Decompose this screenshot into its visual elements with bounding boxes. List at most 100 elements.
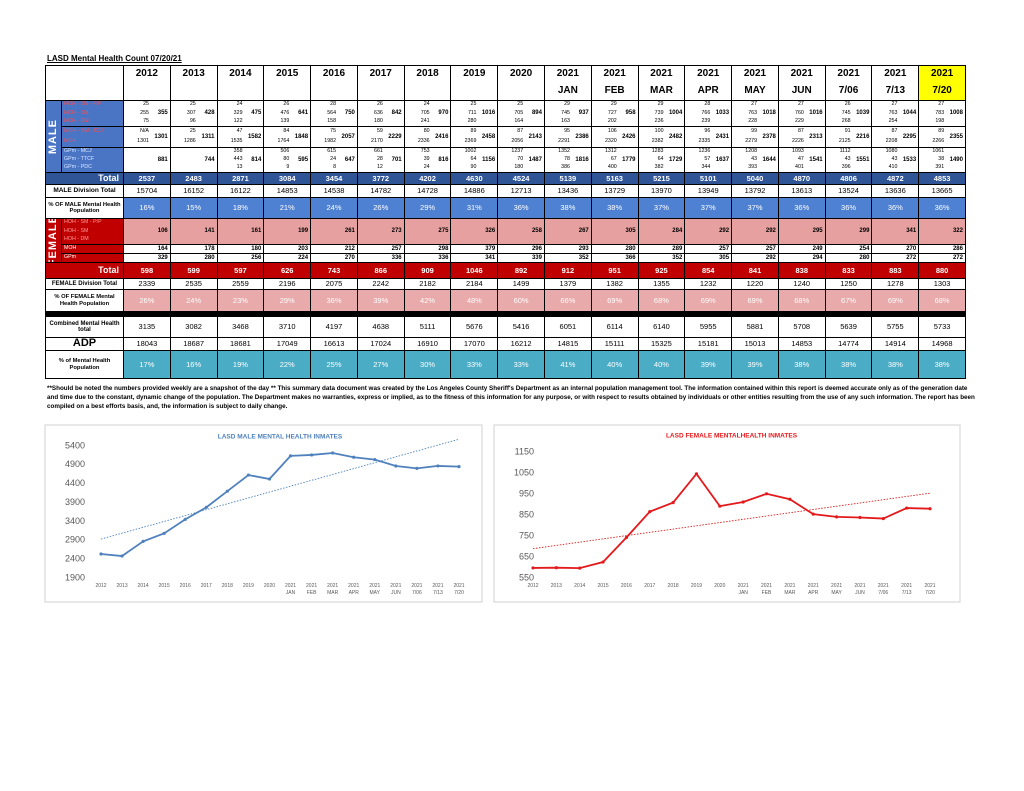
group-cell: 100 2382 2482 — [638, 127, 686, 148]
cell-value: 68% — [778, 290, 826, 312]
detail-value: 410 — [888, 164, 898, 171]
cell-value: 3772 — [357, 173, 405, 185]
section-label: MALE — [46, 101, 62, 173]
detail-value: 1301 — [137, 138, 149, 145]
group-cell: 339 — [498, 254, 545, 263]
cell-value: 5215 — [638, 173, 686, 185]
cell-value: 4638 — [357, 317, 405, 338]
detail-stack: 1061 38 391 — [921, 148, 944, 172]
row-label: % of Mental Health Population — [46, 351, 124, 379]
cell-value: 69% — [685, 290, 733, 312]
row-label: % OF MALE Mental Health Population — [46, 198, 124, 219]
detail-stack: 29 745 163 — [547, 101, 570, 126]
data-line — [532, 472, 931, 570]
group-cell: 275 — [404, 219, 452, 245]
group-cell: 141 — [170, 219, 218, 245]
group-subtotal: 339 — [531, 254, 542, 261]
detail-value: 615 — [327, 148, 337, 155]
group-cell: 753 39 24 816 — [404, 148, 452, 173]
detail-value: 87 — [891, 128, 898, 135]
group-cell: 272 — [919, 254, 966, 263]
detail-stack — [360, 219, 383, 244]
detail-value: 80 — [283, 156, 290, 163]
detail-value: 401 — [795, 164, 804, 171]
cell-value: 5755 — [872, 317, 920, 338]
detail-stack: 84 1764 — [266, 127, 290, 147]
group-cell: 1352 78 386 1816 — [545, 148, 592, 173]
group-subtotal: 970 — [438, 110, 449, 117]
cell-value: 3454 — [311, 173, 358, 185]
group-subtotal: 2416 — [435, 133, 449, 140]
group-cell: 212 — [311, 245, 358, 254]
group-subtotal: 180 — [251, 245, 262, 252]
sub-label: GPm - TTCF — [64, 156, 95, 163]
detail-stack — [734, 245, 757, 253]
detail-stack — [173, 148, 196, 172]
detail-stack: 29 727 202 — [594, 101, 617, 126]
detail-value: 236 — [654, 118, 664, 125]
group-cell: 1312 67 400 1779 — [591, 148, 639, 173]
cell-value: 69% — [732, 290, 779, 312]
detail-stack — [126, 245, 149, 253]
detail-value: 89 — [470, 128, 477, 135]
group-subtotal: 280 — [859, 254, 870, 261]
detail-stack — [874, 245, 897, 253]
group-subtotal: 1033 — [715, 110, 730, 117]
data-line — [100, 452, 460, 557]
detail-value: 25 — [517, 101, 524, 108]
cell-value: 2182 — [404, 279, 452, 290]
cell-value: 14782 — [357, 185, 405, 198]
cell-value: 3135 — [124, 317, 171, 338]
group-cell: 289 — [638, 245, 686, 254]
group-cell: 1283 64 382 1729 — [638, 148, 686, 173]
detail-stack — [921, 245, 944, 253]
group-cell: 257 — [357, 245, 405, 254]
detail-value: 163 — [561, 118, 570, 125]
detail-value: 2369 — [464, 138, 477, 145]
cell-value: 38% — [825, 351, 873, 379]
sub-labels: HOH - SM - P/P HOH - SM HOH - DM — [62, 101, 124, 127]
group-cell: 27 760 229 1016 — [778, 101, 826, 127]
data-point — [624, 535, 629, 540]
group-subtotal: 894 — [531, 110, 542, 117]
table: 2012 2013 2014 2015 2016 2017 2018 2019 2020 2021… — [45, 65, 966, 379]
detail-stack: 25 711 280 — [453, 101, 477, 126]
group-subtotal: 305 — [625, 228, 636, 235]
x-tick-label: 2020 — [714, 583, 725, 589]
y-tick-label: 4400 — [65, 478, 85, 488]
column-year: 2012 — [124, 66, 171, 101]
detail-stack: 1093 47 401 — [781, 148, 804, 172]
column-year: 2016 — [311, 66, 358, 101]
group-cell: 24 705 241 970 — [404, 101, 452, 127]
detail-value: 198 — [935, 118, 945, 125]
data-point — [928, 507, 932, 511]
column-period: MAY — [732, 83, 779, 101]
sub-label: HOH - SM — [64, 227, 89, 234]
detail-value: 27 — [891, 101, 898, 108]
group-cell: 106 2320 2426 — [591, 127, 639, 148]
detail-stack — [313, 245, 336, 253]
cell-value: 5881 — [732, 317, 779, 338]
cell-value: 18681 — [217, 338, 265, 351]
group-subtotal: 296 — [531, 245, 542, 252]
cell-value: 6051 — [545, 317, 592, 338]
cell-value: 36% — [919, 198, 966, 219]
column-year: 2021 — [685, 66, 733, 83]
group-cell: 89 2369 2458 — [451, 127, 499, 148]
cell-value: 60% — [498, 290, 545, 312]
group-cell: 1061 38 391 1490 — [919, 148, 966, 173]
detail-value: 2335 — [698, 138, 711, 145]
column-period: JUN — [778, 83, 826, 101]
group-subtotal: 2295 — [902, 133, 917, 140]
cell-value: 38% — [872, 351, 920, 379]
cell-value: 1379 — [545, 279, 592, 290]
column-year: 2014 — [217, 66, 265, 101]
detail-stack — [360, 254, 383, 262]
x-tick-label: 2012 — [527, 583, 538, 589]
cell-value: 14774 — [825, 338, 873, 351]
cell-value: 15181 — [685, 338, 733, 351]
detail-stack: 25 1286 — [173, 127, 196, 147]
group-cell: 286 — [919, 245, 966, 254]
detail-value: 91 — [844, 128, 851, 135]
